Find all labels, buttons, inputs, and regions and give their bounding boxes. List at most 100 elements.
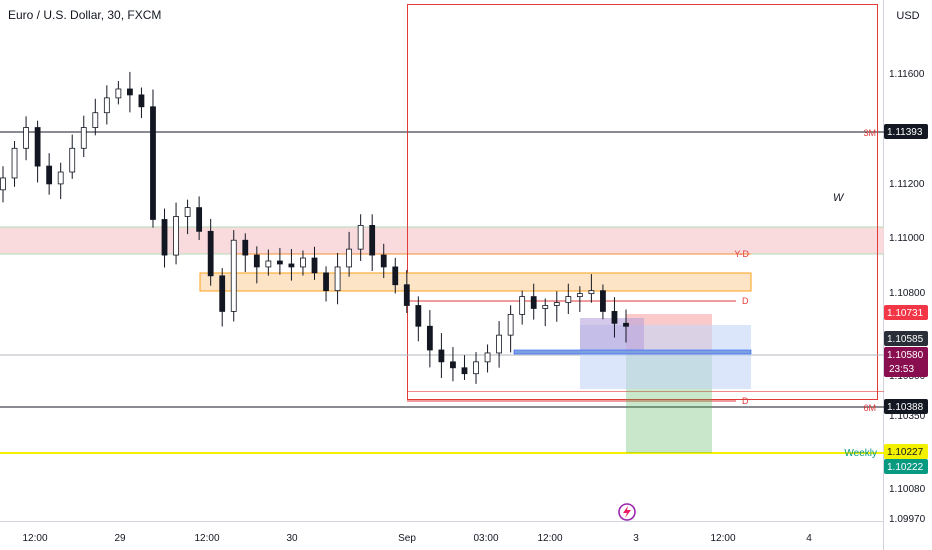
price-badge-value: 1.10731 [887, 308, 924, 319]
time-tick-label: 12:00 [537, 533, 562, 544]
price-badge[interactable] [884, 459, 928, 474]
candle-body [127, 88, 133, 96]
candle-body [219, 275, 226, 312]
level-3m-label: 3M [863, 128, 876, 138]
price-badge[interactable] [884, 444, 928, 459]
candle-body [519, 296, 526, 315]
lightning-icon[interactable] [618, 503, 636, 521]
order-block-zone[interactable] [199, 272, 752, 292]
candle-body [92, 112, 99, 128]
price-badge-value: 1.10580 [887, 350, 924, 361]
time-tick-label: 12:00 [194, 533, 219, 544]
candle-body [0, 177, 6, 191]
candle-body [253, 254, 260, 268]
candle-body [300, 257, 306, 268]
candle-body [34, 127, 41, 167]
time-tick-label: 29 [114, 533, 126, 544]
candle-body [473, 361, 479, 375]
price-badge-value: 1.10585 [887, 334, 924, 345]
candle-body [450, 361, 456, 369]
candle-body [207, 230, 214, 277]
price-badge-value: 1.10227 [887, 447, 924, 458]
candle-body [161, 219, 168, 256]
candle-body [623, 322, 629, 327]
candle-body [507, 313, 514, 336]
price-badge-countdown: 23:53 [889, 364, 914, 375]
level-d-upper-label: D [742, 296, 749, 306]
candle-body [288, 263, 295, 268]
candle-body [346, 248, 353, 268]
price-tick-label: 1.09970 [889, 514, 926, 525]
price-badge-value: 1.10388 [887, 402, 924, 413]
candle-body [265, 260, 272, 268]
monthly-range-box[interactable] [407, 4, 878, 400]
currency-label[interactable]: USD [896, 10, 920, 22]
candle-body [80, 127, 87, 149]
supply-zone[interactable] [0, 227, 884, 254]
wave-annotation: W [833, 192, 845, 204]
candle-body [403, 284, 410, 306]
candle-body [196, 207, 203, 232]
candle-body [150, 106, 156, 220]
candle-body [357, 225, 364, 250]
candle-body [46, 165, 53, 185]
time-tick-label: 12:00 [710, 533, 735, 544]
candle-body [369, 225, 376, 256]
candle-body [600, 290, 606, 312]
candle-body [461, 367, 468, 375]
candle-body [542, 305, 549, 309]
price-tick-label: 1.11000 [889, 233, 925, 244]
candle-body [426, 325, 433, 351]
price-badge-value: 1.11393 [887, 127, 923, 138]
candle-body [230, 239, 237, 312]
price-tick-label: 1.11200 [889, 179, 925, 190]
time-tick-label: 4 [806, 533, 812, 544]
time-axis-labels: 12:00 29 12:00 30 Sep 03:00 12:00 3 12:00 4 [22, 533, 812, 544]
candle-body [115, 88, 122, 99]
entry-zone[interactable] [513, 349, 752, 355]
candle-body [334, 266, 341, 292]
time-tick-label: Sep [398, 533, 416, 544]
candle-body [242, 239, 249, 256]
time-tick-label: 30 [286, 533, 298, 544]
candle-body [553, 302, 560, 306]
candle-body [11, 147, 18, 179]
candle-body [69, 147, 76, 173]
candle-body [57, 171, 64, 185]
candle-body [276, 260, 283, 265]
price-badge[interactable] [884, 124, 928, 139]
candle-body [380, 254, 387, 268]
candle-body [103, 97, 110, 114]
time-tick-label: 12:00 [22, 533, 47, 544]
level-d-lower-label: D [742, 396, 749, 406]
candles [0, 71, 629, 384]
candle-body [611, 311, 618, 324]
level-6m-label: 6M [863, 403, 876, 413]
candle-body [496, 334, 502, 354]
price-badge-value: 1.10222 [887, 462, 924, 473]
price-tick-label: 1.10350 [889, 411, 926, 422]
price-badge[interactable] [884, 347, 928, 377]
candle-body [484, 352, 491, 363]
candle-body [438, 349, 445, 363]
candle-body [415, 305, 422, 327]
candle-body [530, 296, 537, 309]
price-tick-label: 1.11600 [889, 69, 925, 80]
range-box-lower-edge [408, 391, 884, 392]
time-tick-label: 3 [633, 533, 639, 544]
candle-body [392, 266, 399, 286]
price-badges: 1.11393 1.10731 1.10585 1.10580 23:53 1.10388… [884, 124, 928, 474]
price-badge[interactable] [884, 331, 928, 346]
price-badge[interactable] [884, 305, 928, 320]
candle-body [323, 272, 329, 292]
price-tick-label: 1.10080 [889, 484, 926, 495]
price-tick-label: 1.10800 [889, 288, 926, 299]
time-tick-label: 03:00 [473, 533, 498, 544]
candle-body [565, 296, 572, 303]
candle-body [576, 293, 583, 297]
price-badge[interactable] [884, 399, 928, 414]
level-yd-label: Y-D [734, 249, 749, 259]
candle-body [311, 257, 318, 274]
